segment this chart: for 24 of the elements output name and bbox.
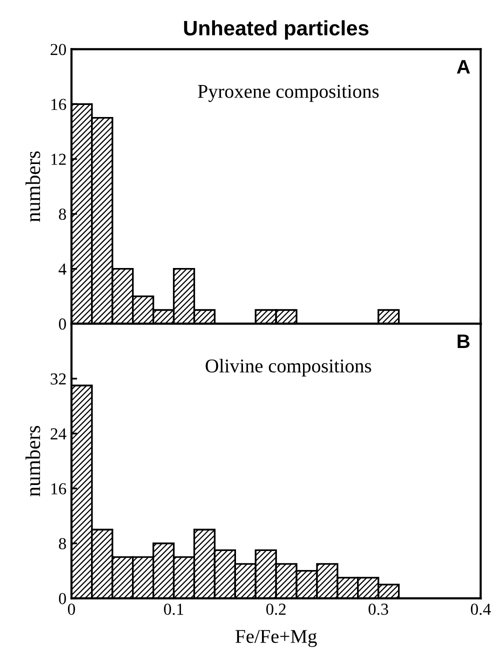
y-tick-label: 32	[50, 373, 66, 385]
y-axis-title: numbers	[26, 151, 40, 222]
y-tick-label: 0	[58, 318, 66, 330]
x-axis-title: Fe/Fe+Mg	[236, 630, 317, 647]
x-tick-label: 0.1	[164, 604, 184, 615]
y-tick-label: 4	[58, 264, 66, 275]
y-tick-label: 8	[58, 208, 66, 220]
y-tick-label: 20	[50, 44, 66, 56]
annotation: A	[456, 60, 470, 74]
text: Olivine compositions	[206, 358, 372, 376]
x-tick-label: 0.4	[470, 604, 491, 615]
y-tick-label: 16	[51, 98, 66, 110]
x-tick-label: 0.2	[266, 604, 286, 615]
y-axis-title: numbers	[26, 426, 40, 496]
chart-title: Unheated particles	[184, 20, 368, 40]
y-tick-label: 12	[51, 154, 66, 165]
y-tick-label: 8	[58, 538, 66, 550]
y-tick-label: 16	[51, 483, 66, 494]
x-tick-label: 0.3	[368, 604, 388, 615]
text: Pyroxene compositions	[198, 84, 379, 102]
annotation: B	[458, 334, 470, 348]
y-tick-label: 0	[58, 592, 66, 604]
x-tick-label: 0	[68, 604, 76, 615]
y-tick-label: 24	[50, 428, 66, 440]
